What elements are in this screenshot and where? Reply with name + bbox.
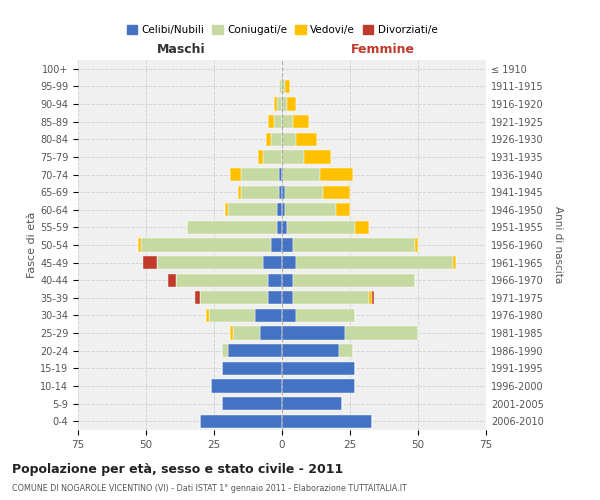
Bar [293, 274, 415, 287]
Bar [296, 309, 355, 322]
Bar [277, 203, 282, 216]
Bar [241, 186, 279, 198]
Bar [263, 150, 282, 164]
Text: Maschi: Maschi [157, 44, 206, 57]
Bar [282, 414, 372, 428]
Bar [260, 326, 282, 340]
Bar [282, 326, 344, 340]
Bar [323, 186, 350, 198]
Bar [200, 291, 268, 304]
Text: Popolazione per età, sesso e stato civile - 2011: Popolazione per età, sesso e stato civil… [12, 462, 343, 475]
Bar [176, 274, 268, 287]
Bar [233, 326, 260, 340]
Bar [285, 203, 337, 216]
Bar [230, 326, 233, 340]
Bar [287, 221, 355, 234]
Bar [266, 132, 271, 146]
Bar [255, 309, 282, 322]
Bar [277, 98, 282, 110]
Bar [274, 98, 277, 110]
Bar [200, 414, 282, 428]
Bar [285, 80, 290, 93]
Bar [282, 98, 287, 110]
Bar [282, 344, 339, 358]
Bar [263, 256, 282, 269]
Bar [143, 256, 157, 269]
Bar [238, 186, 241, 198]
Bar [293, 291, 369, 304]
Bar [282, 80, 285, 93]
Bar [293, 238, 415, 252]
Bar [195, 291, 200, 304]
Bar [206, 309, 209, 322]
Legend: Celibi/Nubili, Coniugati/e, Vedovi/e, Divorziati/e: Celibi/Nubili, Coniugati/e, Vedovi/e, Di… [122, 21, 442, 39]
Bar [279, 80, 282, 93]
Bar [282, 291, 293, 304]
Bar [271, 238, 282, 252]
Y-axis label: Fasce di età: Fasce di età [27, 212, 37, 278]
Bar [415, 238, 418, 252]
Bar [337, 203, 350, 216]
Bar [279, 186, 282, 198]
Bar [168, 274, 176, 287]
Bar [282, 186, 285, 198]
Bar [211, 380, 282, 392]
Bar [320, 168, 353, 181]
Bar [282, 168, 320, 181]
Bar [282, 397, 342, 410]
Bar [277, 221, 282, 234]
Bar [372, 291, 374, 304]
Bar [282, 362, 355, 375]
Bar [293, 115, 309, 128]
Bar [271, 132, 282, 146]
Bar [287, 98, 296, 110]
Bar [296, 132, 317, 146]
Bar [282, 150, 304, 164]
Bar [209, 309, 255, 322]
Bar [257, 150, 263, 164]
Bar [274, 115, 282, 128]
Bar [268, 274, 282, 287]
Bar [222, 344, 227, 358]
Bar [344, 326, 418, 340]
Bar [304, 150, 331, 164]
Bar [339, 344, 353, 358]
Bar [282, 115, 293, 128]
Bar [225, 203, 227, 216]
Bar [227, 203, 277, 216]
Text: COMUNE DI NOGAROLE VICENTINO (VI) - Dati ISTAT 1° gennaio 2011 - Elaborazione TU: COMUNE DI NOGAROLE VICENTINO (VI) - Dati… [12, 484, 407, 493]
Bar [282, 309, 296, 322]
Bar [222, 397, 282, 410]
Bar [279, 168, 282, 181]
Bar [157, 256, 263, 269]
Bar [187, 221, 277, 234]
Bar [241, 168, 279, 181]
Bar [268, 291, 282, 304]
Bar [138, 238, 140, 252]
Bar [282, 203, 285, 216]
Bar [268, 115, 274, 128]
Bar [227, 344, 282, 358]
Bar [222, 362, 282, 375]
Bar [285, 186, 323, 198]
Bar [282, 221, 287, 234]
Bar [296, 256, 454, 269]
Bar [282, 274, 293, 287]
Bar [282, 132, 296, 146]
Bar [282, 238, 293, 252]
Bar [355, 221, 369, 234]
Bar [282, 380, 355, 392]
Bar [230, 168, 241, 181]
Bar [140, 238, 271, 252]
Y-axis label: Anni di nascita: Anni di nascita [553, 206, 563, 284]
Bar [454, 256, 456, 269]
Bar [282, 256, 296, 269]
Bar [369, 291, 372, 304]
Text: Femmine: Femmine [350, 44, 415, 57]
